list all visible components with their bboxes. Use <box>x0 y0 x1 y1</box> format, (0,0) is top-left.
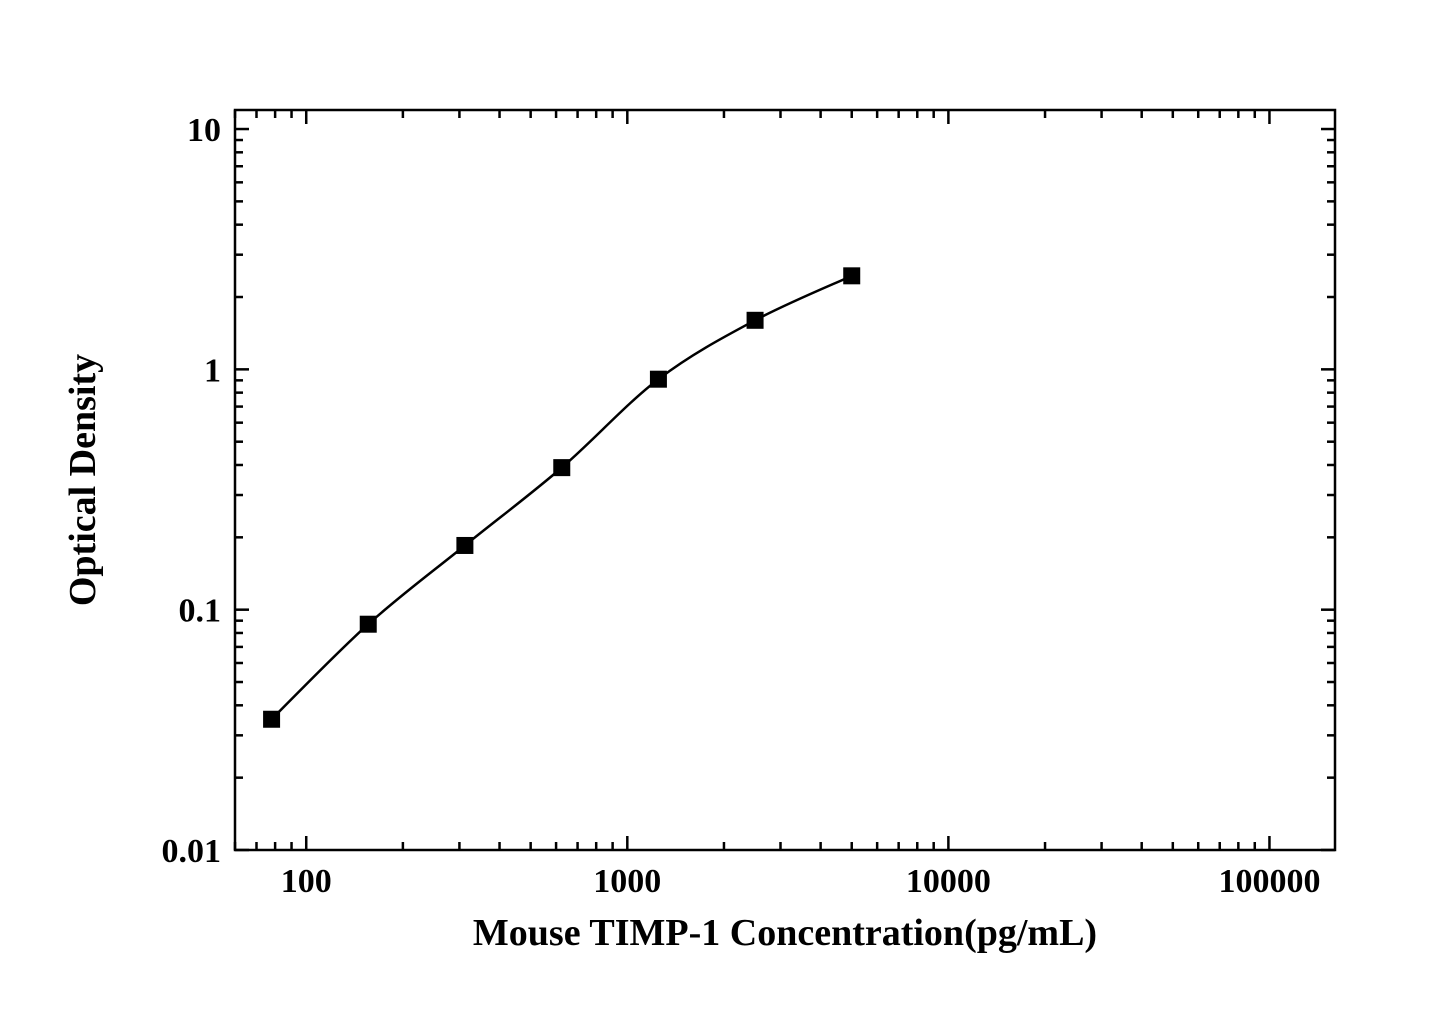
standard-curve-chart: 100 1000 10000 100000 0.01 0.1 1 10 Mouse TIMP-1… <box>0 0 1445 1009</box>
data-marker <box>264 711 280 727</box>
y-tick-label: 0.01 <box>162 833 222 870</box>
x-tick-label: 1000 <box>593 863 661 900</box>
y-tick-label: 10 <box>187 112 221 149</box>
data-marker <box>747 312 763 328</box>
data-marker <box>360 616 376 632</box>
x-tick-label: 100 <box>281 863 332 900</box>
y-tick-label: 1 <box>204 352 221 389</box>
data-marker <box>650 371 666 387</box>
x-tick-label: 100000 <box>1218 863 1320 900</box>
y-axis-label: Optical Density <box>62 354 104 606</box>
data-marker <box>844 268 860 284</box>
data-marker <box>554 460 570 476</box>
chart-container: 100 1000 10000 100000 0.01 0.1 1 10 Mouse TIMP-1… <box>0 0 1445 1009</box>
x-tick-label: 10000 <box>906 863 991 900</box>
data-marker <box>457 537 473 553</box>
y-tick-label: 0.1 <box>179 593 222 630</box>
x-axis-label: Mouse TIMP-1 Concentration(pg/mL) <box>473 912 1097 954</box>
